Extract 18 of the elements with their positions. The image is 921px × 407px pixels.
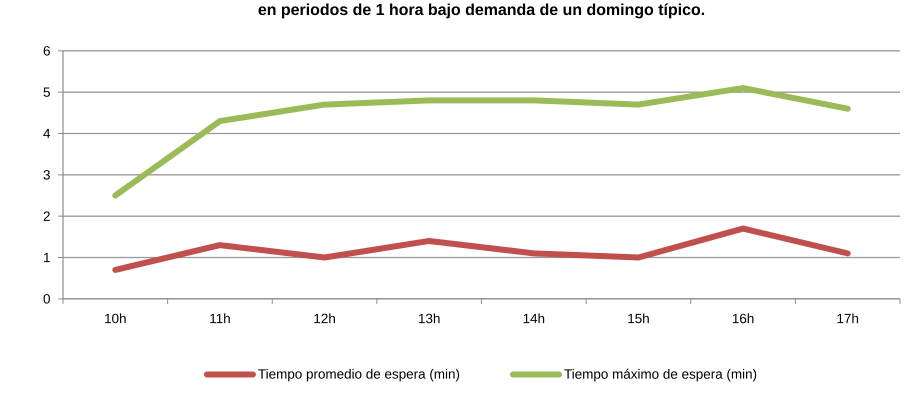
x-tick-label: 11h	[210, 313, 230, 324]
y-tick-label: 2	[44, 212, 50, 221]
x-tick-label: 16h	[732, 313, 754, 324]
y-tick-label: 1	[44, 252, 50, 262]
y-tick-label: 0	[44, 294, 50, 304]
y-tick-label: 3	[44, 170, 50, 180]
y-tick-label: 6	[44, 46, 50, 56]
x-tick-label: 14h	[524, 313, 544, 324]
y-tick-label: 4	[43, 128, 50, 138]
x-tick-label: 12h	[314, 313, 335, 324]
x-tick-label: 10h	[105, 313, 126, 324]
chart-title: en periodos de 1 hora bajo demanda de un domingo típico.	[258, 3, 704, 18]
y-tick-label: 5	[44, 88, 50, 97]
x-tick-label: 17h	[838, 313, 858, 324]
x-tick-label: 15h	[628, 313, 649, 324]
x-tick-label: 13h	[419, 313, 440, 324]
legend-label: Tiempo promedio de espera (min)	[258, 368, 460, 382]
legend-label: Tiempo máximo de espera (min)	[564, 368, 756, 382]
